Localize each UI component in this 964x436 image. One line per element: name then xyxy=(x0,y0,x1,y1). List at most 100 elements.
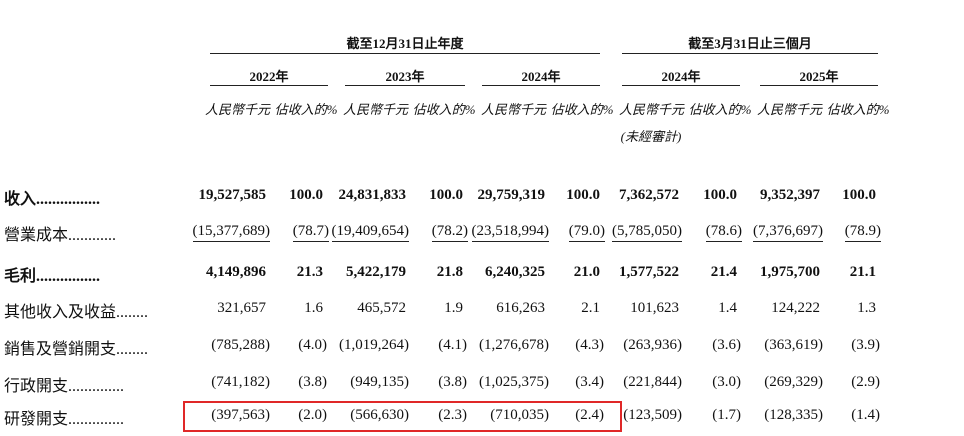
unit-pct-2024-q1: 佔收入的% xyxy=(688,102,752,117)
cell: (1,019,264) xyxy=(339,337,409,353)
period-2022: 2022年 xyxy=(249,69,289,84)
cell: (221,844) xyxy=(623,374,682,390)
cell: (4.0) xyxy=(298,337,327,353)
rule-period-2022 xyxy=(210,85,328,86)
cell: (263,936) xyxy=(623,337,682,353)
cell: 1,577,522 xyxy=(619,264,679,280)
rule-year-group xyxy=(210,53,600,54)
cell: 1.6 xyxy=(304,300,323,316)
unit-rmb-2024-q1: 人民幣千元 xyxy=(619,102,685,117)
cell: 2.1 xyxy=(581,300,600,316)
cell: 21.8 xyxy=(436,264,463,280)
cell: (3.0) xyxy=(712,374,741,390)
cell: 1.4 xyxy=(718,300,737,316)
cell: (3.9) xyxy=(851,337,880,353)
unit-rmb-2022: 人民幣千元 xyxy=(205,102,271,117)
rule-period-2023 xyxy=(345,85,465,86)
header-quarter-group: 截至3月31日止三個月 xyxy=(688,36,812,51)
cell: 4,149,896 xyxy=(206,264,266,280)
rule-period-2024-q1 xyxy=(622,85,740,86)
unit-pct-2025-q1: 佔收入的% xyxy=(826,102,890,117)
cell: (19,409,654) xyxy=(331,223,409,242)
unit-rmb-2024: 人民幣千元 xyxy=(481,102,547,117)
cell: (3.6) xyxy=(712,337,741,353)
cell: 1.9 xyxy=(444,300,463,316)
rule-quarter-group xyxy=(622,53,878,54)
cell: 100.0 xyxy=(842,187,876,203)
cell: 1.3 xyxy=(857,300,876,316)
cell: 29,759,319 xyxy=(477,187,546,203)
unit-pct-2023: 佔收入的% xyxy=(412,102,476,117)
cell: (3.4) xyxy=(575,374,604,390)
cell: 6,240,325 xyxy=(485,264,545,280)
unit-pct-2022: 佔收入的% xyxy=(274,102,338,117)
rule-period-2025-q1 xyxy=(760,85,878,86)
cell: 21.4 xyxy=(710,264,737,280)
cell: (710,035) xyxy=(490,407,549,423)
row-label-cost-of-sales: 營業成本............ xyxy=(4,227,117,244)
row-label-gross-profit: 毛利................ xyxy=(4,268,101,285)
row-label-admin-expenses: 行政開支.............. xyxy=(4,378,125,395)
unit-pct-2024: 佔收入的% xyxy=(550,102,614,117)
cell: 100.0 xyxy=(429,187,463,203)
cell: (3.8) xyxy=(298,374,327,390)
cell: 21.0 xyxy=(573,264,600,280)
cell: 19,527,585 xyxy=(198,187,267,203)
cell: (2.4) xyxy=(575,407,604,423)
rule-period-2024 xyxy=(482,85,600,86)
unit-rmb-2025-q1: 人民幣千元 xyxy=(757,102,823,117)
cell: (566,630) xyxy=(350,407,409,423)
cell: (1,276,678) xyxy=(479,337,549,353)
cell: 7,362,572 xyxy=(619,187,679,203)
cell: (1.7) xyxy=(712,407,741,423)
highlight-box xyxy=(183,401,622,432)
cell: (397,563) xyxy=(211,407,270,423)
cell: 21.1 xyxy=(849,264,876,280)
cell: (7,376,697) xyxy=(753,223,823,242)
cell: (949,135) xyxy=(350,374,409,390)
cell: (1.4) xyxy=(851,407,880,423)
cell: (363,619) xyxy=(764,337,823,353)
cell: 9,352,397 xyxy=(760,187,820,203)
period-2024-q1: 2024年 xyxy=(661,69,701,84)
cell: 100.0 xyxy=(289,187,323,203)
cell: 21.3 xyxy=(296,264,323,280)
cell: (2.3) xyxy=(438,407,467,423)
cell: (741,182) xyxy=(211,374,270,390)
cell: (79.0) xyxy=(568,223,605,242)
cell: 465,572 xyxy=(357,300,406,316)
cell: 124,222 xyxy=(771,300,820,316)
cell: 101,623 xyxy=(630,300,679,316)
cell: (269,329) xyxy=(764,374,823,390)
cell: 1,975,700 xyxy=(760,264,820,280)
cell: (3.8) xyxy=(438,374,467,390)
row-label-selling-expenses: 銷售及營銷開支........ xyxy=(4,341,149,358)
cell: 5,422,179 xyxy=(346,264,406,280)
row-label-rd-expenses: 研發開支.............. xyxy=(4,411,125,428)
cell: (78.7) xyxy=(292,223,329,242)
cell: (4.3) xyxy=(575,337,604,353)
cell: (785,288) xyxy=(211,337,270,353)
cell: (2.9) xyxy=(851,374,880,390)
cell: (78.9) xyxy=(844,223,881,242)
cell: (23,518,994) xyxy=(471,223,549,242)
cell: (123,509) xyxy=(623,407,682,423)
cell: 24,831,833 xyxy=(338,187,407,203)
period-2024: 2024年 xyxy=(521,69,561,84)
cell: (78.2) xyxy=(431,223,468,242)
cell: 100.0 xyxy=(703,187,737,203)
cell: 100.0 xyxy=(566,187,600,203)
cell: (2.0) xyxy=(298,407,327,423)
cell: 321,657 xyxy=(217,300,266,316)
row-label-other-income: 其他收入及收益........ xyxy=(4,304,149,321)
cell: (15,377,689) xyxy=(192,223,270,242)
header-year-group: 截至12月31日止年度 xyxy=(346,36,464,51)
cell: 616,263 xyxy=(496,300,545,316)
cell: (4.1) xyxy=(438,337,467,353)
period-2023: 2023年 xyxy=(385,69,425,84)
unit-rmb-2023: 人民幣千元 xyxy=(343,102,409,117)
period-2025-q1: 2025年 xyxy=(799,69,839,84)
cell: (5,785,050) xyxy=(612,223,682,242)
row-label-revenue: 收入................ xyxy=(4,191,101,208)
unaudited-note: (未經審計) xyxy=(620,129,682,144)
